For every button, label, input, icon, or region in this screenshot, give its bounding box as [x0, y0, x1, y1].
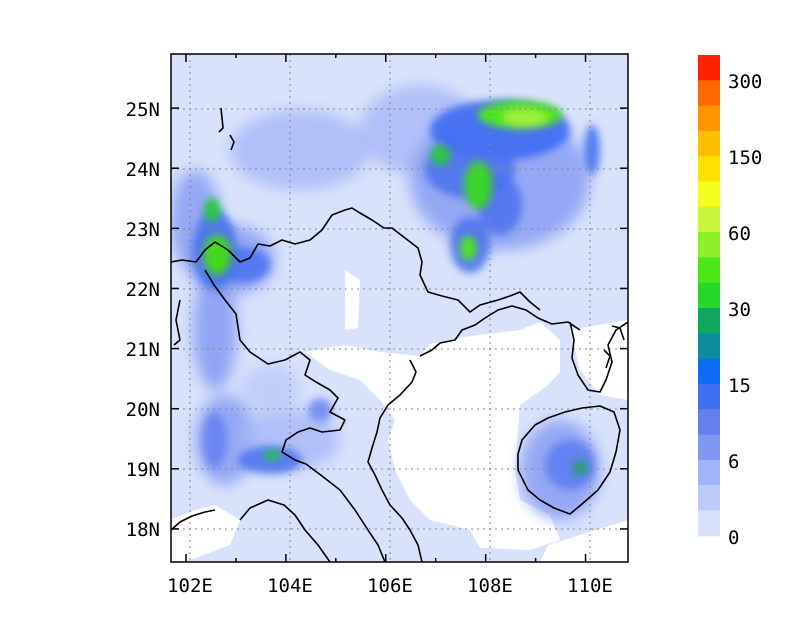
x-tick-label: 106E	[367, 575, 413, 597]
colorbar: 300 150 60 30 15 6 0	[698, 55, 762, 549]
vietnam-coast	[367, 305, 581, 562]
high-zone-marker: 107.8E 23.9N	[470, 168, 482, 180]
colorbar-label: 0	[728, 527, 739, 549]
zero-region-corner	[540, 520, 628, 562]
colorbar-box	[698, 409, 720, 436]
high-zone-marker: 107.5E 22.7N	[455, 240, 467, 252]
x-tick-label: 110E	[567, 575, 613, 597]
hainan-island	[517, 405, 621, 515]
zero-region-north-vietnam	[345, 270, 360, 330]
y-axis-labels: 25N 24N 23N 22N 21N 20N 19N 18N	[126, 99, 160, 541]
y-tick-label: 24N	[126, 159, 160, 181]
y-tick-label: 20N	[126, 399, 160, 421]
colorbar-box	[698, 206, 720, 233]
grid	[171, 54, 628, 562]
laos-thailand-border	[239, 499, 331, 562]
y-tick-label: 19N	[126, 459, 160, 481]
colorbar-label: 30	[728, 299, 751, 321]
high-zone-marker: 109.8E 19.0N	[570, 463, 582, 475]
southwest-border	[171, 509, 216, 531]
high-zone-marker: 109.0E 24.9N	[530, 108, 542, 120]
colorbar-box	[698, 130, 720, 157]
vietnam-laos-border	[204, 269, 386, 562]
colorbar-box	[698, 434, 720, 461]
colorbar-box	[698, 333, 720, 360]
high-intensity-layer	[203, 101, 587, 475]
colorbar-labels: 300 150 60 30 15 6 0	[728, 71, 762, 549]
colorbar-label: 6	[728, 451, 739, 473]
y-tick-label: 21N	[126, 339, 160, 361]
y-tick-label: 23N	[126, 219, 160, 241]
china-vietnam-border	[171, 207, 541, 313]
field-layer	[171, 54, 628, 562]
colorbar-label: 150	[728, 147, 762, 169]
colorbar-label: 60	[728, 223, 751, 245]
plot-area: 102E 104E 106E 108E 110E 25N 24N 23N 22N…	[126, 53, 629, 597]
colorbar-box	[698, 232, 720, 258]
colorbar-box	[698, 105, 720, 132]
colorbar-box	[698, 156, 720, 183]
colorbar-boxes	[698, 55, 720, 537]
axis-ticks	[171, 54, 628, 562]
colorbar-box	[698, 485, 720, 511]
colorbar-box	[698, 181, 720, 208]
x-tick-label: 104E	[267, 575, 313, 597]
plot-frame	[170, 53, 629, 563]
northwest-fragment	[218, 107, 235, 151]
y-tick-label: 25N	[126, 99, 160, 121]
colorbar-box	[698, 308, 720, 334]
colorbar-box	[698, 383, 720, 410]
high-zone-marker: 103.7E 19.2N	[265, 451, 277, 463]
colorbar-box	[698, 282, 720, 309]
west-border-fragment	[173, 299, 181, 346]
east-coast-fragment	[603, 325, 625, 369]
zero-region-southwest	[171, 505, 240, 562]
x-tick-label: 102E	[167, 575, 213, 597]
leizhou-peninsula	[569, 321, 628, 393]
high-zone-marker: 102.6E 22.6N	[210, 246, 222, 258]
colorbar-label: 15	[728, 375, 751, 397]
colorbar-box	[698, 358, 720, 385]
y-tick-label: 18N	[126, 519, 160, 541]
colorbar-box	[698, 55, 720, 81]
high-zone-marker: 102.5E 23.3N	[205, 204, 217, 216]
colorbar-box	[698, 510, 720, 537]
y-tick-label: 22N	[126, 279, 160, 301]
boundaries	[171, 107, 628, 562]
colorbar-label: 300	[728, 71, 762, 93]
zero-region-gulf	[305, 322, 560, 550]
x-tick-label: 108E	[467, 575, 513, 597]
colorbar-box	[698, 459, 720, 486]
zero-region-sea-east	[570, 320, 628, 400]
x-axis-labels: 102E 104E 106E 108E 110E	[167, 575, 613, 597]
colorbar-box	[698, 80, 720, 107]
colorbar-box	[698, 257, 720, 284]
